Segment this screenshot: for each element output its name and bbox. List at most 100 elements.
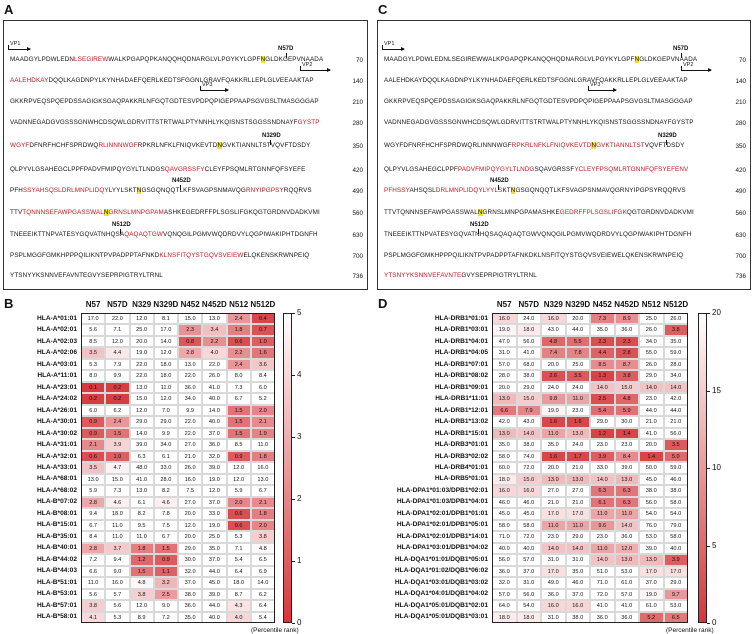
sequence-position-number: 70 (738, 57, 746, 64)
heatmap-cell: 2.4 (105, 416, 130, 428)
heatmap-cell: 2.8 (178, 347, 203, 359)
row-label: HLA-A*03:01 (37, 360, 77, 368)
heatmap-cell: 6.1 (129, 496, 154, 509)
heatmap-cell: 72.0 (516, 531, 541, 543)
column-header: N329D (565, 300, 591, 309)
row-label: HLA-DPA1*02:01/DPB1*01:01 (396, 509, 488, 517)
heatmap-cell: 40.0 (202, 393, 227, 405)
heatmap-cell: 41.0 (516, 347, 541, 359)
heatmap-cell: 13.0 (614, 473, 639, 486)
vp-start-tick (588, 86, 589, 91)
heatmap-cell: 2.3 (178, 324, 203, 336)
heatmap-cell: 7.5 (178, 485, 203, 497)
row-label: HLA-B*35:01 (37, 532, 77, 540)
sequence-line: PFHSSYAHSQSLDRLMNPLIDQYLYYLSKTNGSGQNQQTL… (384, 187, 686, 194)
heatmap-cell: 35.0 (663, 335, 688, 348)
sequence-line: AALEHDKAYDQQLKAGDNPYLKYNHADAEFQERLKEDTSF… (10, 77, 314, 84)
heatmap-cell: 1.8 (226, 324, 251, 336)
heatmap-cell: 8.0 (226, 370, 251, 382)
heatmap-cell: 6.7 (226, 393, 251, 405)
heatmap-cell: 6.1 (590, 496, 615, 509)
heatmap-cell: 1.0 (250, 335, 275, 348)
sequence-position-number: 560 (735, 210, 746, 217)
heatmap-cell: 3.2 (153, 577, 178, 589)
heatmap-cell: 5.4 (226, 554, 251, 566)
heatmap-cell: 13.0 (565, 473, 590, 486)
heatmap-cell: 1.5 (226, 404, 251, 417)
sequence-segment: GKKRPVEQSPQEPDSSAGIGKSGAQPAKKRLNFGQTGDTE… (384, 98, 693, 105)
heatmap-cell: 64.0 (492, 600, 517, 612)
heatmap-cell: 7.8 (153, 508, 178, 520)
heatmap-cell: 1.6 (565, 416, 590, 428)
heatmap-cell: 45.0 (639, 473, 664, 486)
heatmap-cell: 29.0 (129, 416, 154, 428)
heatmap-cell: 14.0 (663, 381, 688, 394)
heatmap-cell: 53.0 (614, 565, 639, 578)
sequence-position-number: 560 (352, 210, 363, 217)
heatmap-cell: 29.0 (590, 416, 615, 428)
heatmap-cell: 5.3 (81, 358, 106, 371)
heatmap-cell: 29.0 (639, 370, 664, 382)
heatmap-cell: 20.0 (565, 313, 590, 325)
heatmap-cell: 4.4 (590, 347, 615, 359)
column-header: N57D (107, 300, 128, 309)
sequence-segment: GSGQNQQTLKFSVAGPSNMAVQG (515, 187, 620, 194)
row-label: HLA-A*68:01 (37, 475, 77, 483)
heatmap-cell: 24.0 (565, 439, 590, 451)
sequence-segment: TNEEEIKTTNPVATESYGQVATNHQSA (10, 231, 125, 238)
vp-start-label: VP1 (10, 41, 21, 47)
heatmap-cell: 5.4 (250, 611, 275, 623)
row-label: HLA-A*68:02 (37, 486, 77, 494)
heatmap-cell: 54.0 (516, 600, 541, 612)
row-label: HLA-DPA1*01:03/DPB1*02:01 (396, 486, 488, 494)
epitope-segment: RNYIPGPSY (245, 187, 284, 194)
heatmap-cell: 23.0 (541, 531, 566, 543)
row-label: HLA-B*40:01 (37, 544, 77, 552)
heatmap-cell: 45.0 (516, 508, 541, 520)
heatmap-cell: 25.0 (202, 531, 227, 543)
heatmap-cell: 2.4 (226, 358, 251, 371)
heatmap-cell: 27.0 (178, 496, 203, 509)
heatmap-cell: 12.0 (153, 347, 178, 359)
sequence-line: MAADGYLPDWLEDNLSEGIREWWALKPGAPQPKANQQHQD… (384, 56, 697, 63)
column-header: N512 (641, 300, 661, 309)
heatmap-cell: 14.0 (541, 542, 566, 555)
heatmap-cell: 1.5 (153, 542, 178, 555)
heatmap-cell: 29.0 (516, 381, 541, 394)
panel-label-d: D (378, 296, 388, 311)
colorbar-tick (707, 390, 710, 392)
heatmap-cell: 35.0 (590, 324, 615, 336)
heatmap-cell: 5.3 (226, 531, 251, 543)
epitope-segment: GYSTP (297, 119, 320, 126)
heatmap-cell: 14.0 (202, 404, 227, 417)
heatmap-cell: 16.0 (492, 313, 517, 325)
heatmap-cell: 23.0 (590, 531, 615, 543)
row-label: HLA-DPA1*02:01/DPB1*05:01 (396, 521, 488, 529)
heatmap-cell: 13.0 (129, 381, 154, 394)
heatmap-cell: 3.5 (81, 462, 106, 474)
colorbar-tick (707, 313, 710, 314)
epitope-segment: YCLEYFPSQMLRTGNNFQFSYEFENV (574, 166, 689, 173)
row-label: HLA-DRB1*08:02 (434, 372, 488, 380)
colorbar-tick-label: 5 (712, 540, 717, 550)
heatmap-cell: 47.0 (492, 335, 517, 348)
heatmap-cell: 28.0 (663, 358, 688, 371)
heatmap-cell: 35.0 (492, 439, 517, 451)
heatmap-cell: 34.0 (639, 335, 664, 348)
heatmap-cell: 8.5 (81, 335, 106, 348)
heatmap-cell: 21.0 (565, 496, 590, 509)
row-label: HLA-DRB1*15:01 (434, 429, 488, 437)
heatmap-cell: 6.9 (250, 565, 275, 578)
sequence-segment: DFNRFHCHFSPRDWQ (29, 142, 99, 149)
heatmap-cell: 19.0 (492, 324, 517, 336)
sequence-position-number: 736 (352, 273, 363, 280)
heatmap-cell: 2.3 (614, 335, 639, 348)
heatmap-cell: 1.5 (129, 565, 154, 578)
vp-start-arrow (8, 47, 31, 51)
sequence-panel-c: MAADGYLPDWLEDNLSEGIREWWALKPGAPQPKANQQHQD… (377, 20, 751, 290)
heatmap-cell: 37.0 (202, 496, 227, 509)
heatmap-cell: 0.4 (250, 313, 275, 325)
colorbar-tick (707, 545, 710, 547)
heatmap-cell: 56.0 (639, 496, 664, 509)
heatmap-cell: 1.7 (565, 450, 590, 463)
